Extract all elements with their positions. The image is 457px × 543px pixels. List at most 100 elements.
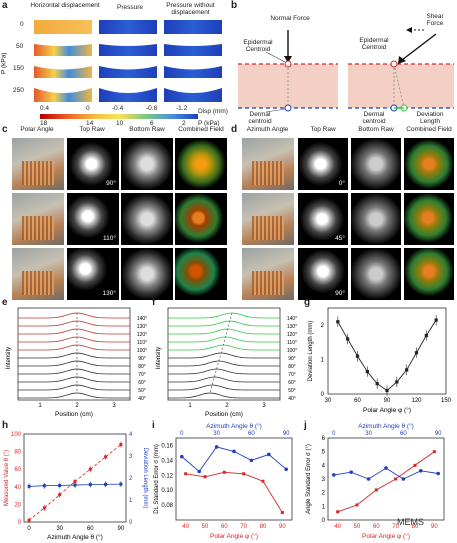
curve-label: 50° bbox=[288, 388, 296, 394]
label-epidermal-centroid-right: Epidermal Centroid bbox=[359, 37, 389, 51]
h-point bbox=[58, 493, 62, 497]
h-ytick-left: 100 bbox=[11, 432, 22, 438]
panel-e-plot: 140° 130° 120° 110° 100° 90° 80° 70° 60° 50° 40° I… bbox=[6, 307, 147, 418]
i-point bbox=[232, 449, 236, 454]
h-ylabel-left: Measured Value θ (°) bbox=[4, 450, 10, 506]
colorbar-strip bbox=[40, 114, 198, 119]
h-xlabel: Azimuth Angle θ (°) bbox=[47, 533, 103, 541]
c-bottom-raw-90 bbox=[121, 138, 173, 190]
col-header-pressure-no-displacement: Pressure without displacement bbox=[166, 2, 215, 16]
panel-label-i: i bbox=[152, 420, 155, 431]
row-50-fields bbox=[34, 44, 222, 56]
g-point bbox=[375, 382, 379, 386]
i-point bbox=[280, 511, 284, 515]
label-epidermal-centroid-left: Epidermal Centroid bbox=[243, 39, 273, 53]
intensity-curve bbox=[168, 368, 280, 375]
disp-tick-0: 0.4 bbox=[40, 105, 50, 112]
j-xtick-bottom: 90 bbox=[431, 524, 438, 530]
p-unit: P (kPa) bbox=[198, 120, 220, 127]
row-label-250: 250 bbox=[13, 87, 24, 94]
g-point bbox=[355, 354, 360, 358]
e-xlabel: Position (cm) bbox=[55, 411, 93, 418]
intensity-curve bbox=[18, 344, 130, 351]
h-xtick: 60 bbox=[87, 526, 94, 532]
panel-f-plot: 140° 130° 120° 110° 100° 90° 80° 70° 60° 50° 40° I… bbox=[156, 307, 297, 418]
h-point bbox=[27, 484, 31, 488]
panel-label-c: c bbox=[2, 124, 8, 135]
intensity-curve bbox=[18, 384, 130, 391]
c-angle-130: 130° bbox=[102, 290, 116, 297]
j-xtick-top: 60 bbox=[400, 431, 407, 437]
panel-a-ylabel: P (kPa) bbox=[0, 52, 8, 75]
label-deviation-length: Deviation Length bbox=[416, 111, 444, 125]
panel-a-fields bbox=[34, 20, 222, 102]
f-frame bbox=[167, 307, 281, 401]
d-angle-45: 45° bbox=[335, 235, 345, 242]
g-point bbox=[365, 370, 369, 374]
label-dermal-centroid-left: Dermal centroid bbox=[248, 111, 272, 125]
i-point bbox=[180, 454, 184, 459]
i-point bbox=[222, 470, 226, 474]
col-header-pressure: Pressure bbox=[116, 4, 143, 11]
j-point bbox=[384, 466, 388, 470]
curve-label: 90° bbox=[288, 356, 296, 362]
c-combined-110 bbox=[175, 193, 227, 245]
j-point bbox=[394, 477, 398, 481]
j-ytick: 1 bbox=[322, 504, 326, 510]
i-xtick-top: 0 bbox=[180, 431, 184, 437]
g-frame bbox=[327, 307, 447, 395]
c-header-bottom-raw: Bottom Raw bbox=[129, 126, 165, 133]
i-point bbox=[242, 472, 246, 476]
g-xtick: 90 bbox=[384, 398, 391, 404]
j-point bbox=[401, 477, 406, 481]
panel-j-chart: 40 50 60 70 80 90 0 30 60 90 0 1 2 3 4 5 6 Polar Angle φ … bbox=[306, 422, 445, 540]
d-bottom-raw-90 bbox=[351, 248, 401, 300]
p-tick-4: 2 bbox=[182, 120, 186, 127]
i-ylabel: DL Standard Error σ (mm) bbox=[154, 444, 160, 514]
h-point bbox=[73, 483, 77, 487]
j-frame bbox=[327, 437, 445, 521]
i-xtick-bottom: 80 bbox=[260, 524, 267, 530]
j-series-line bbox=[337, 451, 435, 513]
intensity-curve bbox=[168, 336, 280, 343]
i-point bbox=[197, 469, 201, 474]
intensity-curve bbox=[18, 336, 130, 343]
j-xtick-top: 30 bbox=[365, 431, 372, 437]
c-angle-110: 110° bbox=[103, 235, 116, 242]
panel-label-e: e bbox=[2, 297, 8, 308]
d-top-raw-45: 45° bbox=[298, 193, 348, 245]
i-ytick: 0.08 bbox=[161, 503, 173, 509]
j-xlabel-top: Azimuth Angle θ (°) bbox=[358, 422, 414, 430]
normal-force-block bbox=[238, 30, 338, 113]
disp-unit: Disp (mm) bbox=[198, 108, 228, 115]
j-ytick: 3 bbox=[322, 477, 326, 483]
i-xtick-top: 60 bbox=[248, 431, 255, 437]
c-photo-90 bbox=[12, 138, 64, 190]
h-ytick-left: 80 bbox=[14, 450, 21, 456]
panel-label-j: j bbox=[304, 420, 307, 431]
j-point bbox=[355, 503, 359, 507]
h-xtick: 90 bbox=[118, 526, 125, 532]
row-label-150: 150 bbox=[13, 65, 24, 72]
intensity-curve bbox=[168, 320, 280, 327]
f-curves: 140° 130° 120° 110° 100° 90° 80° 70° 60° 50° 40° bbox=[168, 312, 297, 402]
row-150-fields bbox=[34, 66, 222, 78]
h-ytick-left: 60 bbox=[14, 467, 21, 473]
i-xlabel-top: Azimuth Angle θ (°) bbox=[206, 422, 262, 430]
j-ytick: 5 bbox=[322, 450, 326, 456]
panel-label-d: d bbox=[231, 124, 238, 135]
curve-label: 140° bbox=[137, 316, 147, 322]
i-xtick-bottom: 70 bbox=[240, 524, 247, 530]
j-point bbox=[419, 469, 423, 473]
j-xtick-bottom: 80 bbox=[412, 524, 419, 530]
h-point bbox=[104, 455, 108, 459]
h-point bbox=[58, 483, 62, 487]
intensity-curve bbox=[168, 352, 280, 359]
curve-label: 130° bbox=[287, 324, 297, 330]
f-ylabel: Intensity bbox=[156, 347, 162, 369]
i-point bbox=[184, 472, 188, 476]
j-point bbox=[432, 450, 436, 454]
intensity-curve bbox=[18, 368, 130, 375]
panel-label-g: g bbox=[304, 297, 311, 308]
i-xlabel-bottom: Polar Angle φ (°) bbox=[210, 532, 258, 540]
